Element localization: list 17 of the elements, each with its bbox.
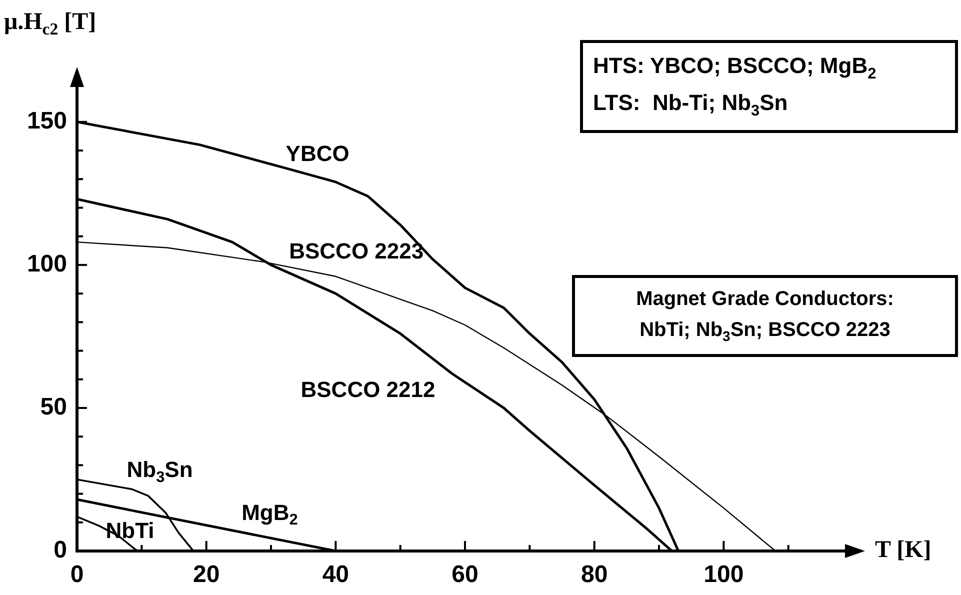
x-tick-label: 60 [452, 561, 478, 588]
x-tick-label: 0 [70, 561, 84, 588]
y-tick-label: 0 [54, 536, 67, 564]
text-box: Magnet Grade Conductors: NbTi; Nb$_{3}$Sn; BSCCO 2223 [572, 275, 958, 357]
x-tick-label: 100 [704, 561, 744, 588]
x-tick-label: 40 [322, 561, 350, 588]
text-box: HTS: YBCO; BSCCO; MgB$_{2}$ LTS: Nb-Ti; Nb$_{3}$Sn [580, 40, 958, 133]
y-tick-label: 100 [26, 250, 67, 278]
series-label: YBCO [286, 140, 350, 166]
y-tick-label: 150 [26, 108, 67, 135]
series-label: BSCCO 2223 [289, 238, 424, 264]
y-tick-label: 50 [40, 394, 67, 421]
series-label: BSCCO 2212 [300, 376, 436, 402]
x-tick-label: 80 [580, 561, 608, 588]
x-tick-label: 20 [192, 561, 220, 588]
x-axis-title: T [K] [875, 537, 932, 564]
series-label: NbTi [106, 518, 154, 544]
